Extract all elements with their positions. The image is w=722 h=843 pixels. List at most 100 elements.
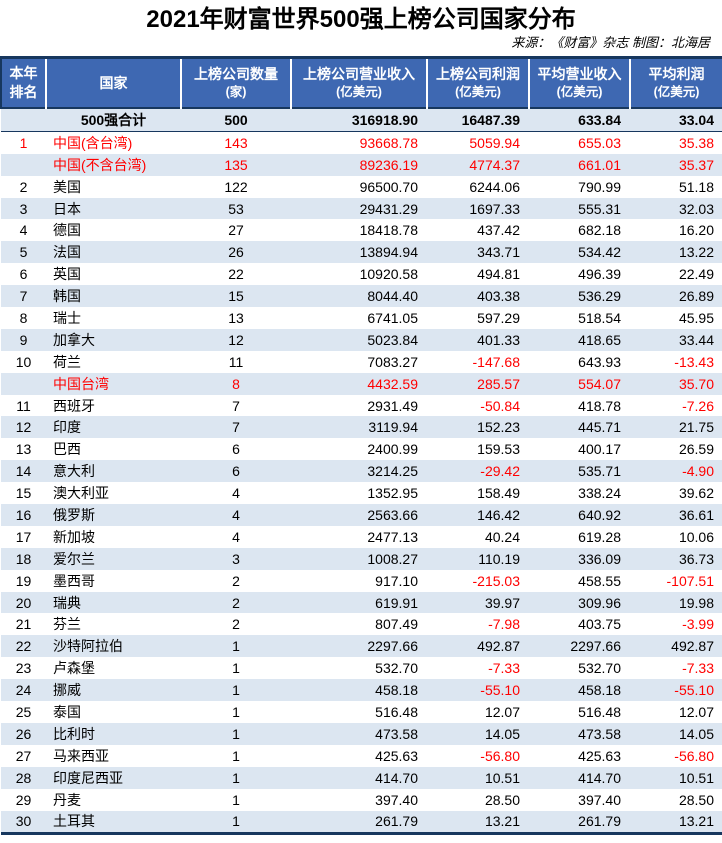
cell-count: 1: [232, 703, 240, 720]
cell-avg-revenue: 425.63: [578, 747, 621, 764]
table-row: 13 巴西 6 2400.99 159.53 400.17 26.59: [1, 438, 722, 460]
header-unit: (亿美元): [653, 85, 700, 99]
negative-value: -50.84: [480, 397, 520, 414]
cell-revenue: 2477.13: [367, 528, 418, 545]
cell-revenue: 414.70: [375, 769, 418, 786]
cell-rank: 18: [15, 550, 32, 567]
cell-count: 11: [228, 353, 244, 370]
cell-profit: -56.80: [427, 745, 529, 767]
table-row: 16 俄罗斯 4 2563.66 146.42 640.92 36.61: [1, 504, 722, 526]
cell-avg-profit: 28.50: [678, 791, 714, 808]
cell-rank: 13: [15, 441, 32, 458]
cell-count: 135: [224, 156, 248, 173]
cell-revenue: 807.49: [375, 616, 418, 633]
negative-value: -29.42: [480, 463, 520, 480]
header-row: 本年 排名 国家 上榜公司数量 (家) 上榜公司营业收入 (亿美元) 上榜公司利润 (亿美元) 平…: [0, 57, 722, 108]
table-row: 3 日本 53 29431.29 1697.33 555.31 32.03: [1, 197, 722, 220]
cell-profit: 152.23: [477, 419, 520, 436]
cell-country: 新加坡: [53, 528, 95, 545]
cell-profit: 39.97: [484, 594, 520, 611]
table-row: 11 西班牙 7 2931.49 -50.84 418.78 -7.26: [1, 395, 722, 417]
cell-rank: 19: [15, 572, 32, 589]
cell-profit: 403.38: [477, 288, 520, 305]
cell-avg-revenue: 518.54: [578, 309, 621, 326]
cell-rank: 26: [15, 725, 32, 742]
header-unit: (亿美元): [455, 85, 501, 99]
cell-profit: 437.42: [477, 222, 520, 239]
cell-country: 英国: [53, 266, 81, 283]
cell-count: 4: [232, 506, 240, 523]
cell-avg-revenue: 640.92: [578, 506, 621, 523]
cell-avg-revenue: 473.58: [578, 725, 621, 742]
cell-profit: 16487.39: [461, 111, 520, 128]
cell-avg-profit: -56.80: [630, 745, 722, 767]
cell-profit: 12.07: [484, 703, 520, 720]
cell-revenue: 516.48: [375, 703, 418, 720]
cell-avg-revenue: 336.09: [578, 550, 621, 567]
cell-country: 西班牙: [53, 397, 95, 414]
cell-profit: 401.33: [477, 331, 520, 348]
cell-avg-revenue: 403.75: [578, 616, 621, 633]
cell-rank: 25: [15, 703, 32, 720]
column-header-7: 平均利润 (亿美元): [629, 57, 722, 108]
cell-avg-profit: 13.22: [678, 244, 714, 261]
negative-value: -55.10: [480, 682, 520, 699]
cell-revenue: 3214.25: [367, 463, 418, 480]
cell-country: 印度尼西亚: [53, 769, 123, 786]
cell-avg-profit: 36.61: [678, 506, 714, 523]
cell-revenue: 261.79: [375, 813, 418, 830]
cell-count: 1: [232, 638, 240, 655]
cell-country: 瑞士: [53, 309, 81, 326]
cell-country: 芬兰: [53, 616, 81, 633]
cell-country: 泰国: [53, 703, 81, 720]
cell-count: 4: [232, 528, 240, 545]
cell-avg-revenue: 535.71: [578, 463, 621, 480]
header-unit: (亿美元): [336, 85, 382, 99]
table-row: 9 加拿大 12 5023.84 401.33 418.65 33.44: [1, 328, 722, 351]
cell-avg-profit: -7.26: [630, 395, 722, 417]
cell-country: 沙特阿拉伯: [53, 638, 123, 655]
cell-avg-revenue: 682.18: [578, 222, 621, 239]
table-row: 22 沙特阿拉伯 1 2297.66 492.87 2297.66 492.87: [1, 635, 722, 658]
cell-country: 中国(不含台湾): [53, 156, 147, 173]
cell-avg-revenue: 643.93: [578, 353, 621, 370]
source-credit: 来源：《财富》杂志 制图：北海居: [511, 35, 710, 50]
cell-country: 日本: [53, 200, 81, 217]
cell-count: 27: [228, 222, 244, 239]
cell-profit: 40.24: [484, 528, 520, 545]
cell-profit: 494.81: [477, 266, 520, 283]
cell-rank: 28: [15, 769, 32, 786]
cell-count: 1: [232, 791, 240, 808]
cell-count: 26: [228, 244, 244, 261]
cell-country: 加拿大: [53, 331, 95, 348]
country-distribution-table: 本年 排名 国家 上榜公司数量 (家) 上榜公司营业收入 (亿美元) 上榜公司利润 (亿美元) 平…: [0, 56, 722, 836]
cell-profit: -147.68: [427, 351, 529, 373]
cell-avg-revenue: 338.24: [578, 485, 621, 502]
cell-rank: 9: [19, 331, 28, 348]
cell-profit: 492.87: [477, 638, 520, 655]
cell-revenue: 7083.27: [367, 353, 418, 370]
table-row: 8 瑞士 13 6741.05 597.29 518.54 45.95: [1, 307, 722, 329]
cell-rank: 27: [15, 747, 32, 764]
cell-count: 1: [232, 725, 240, 742]
cell-avg-profit: 33.04: [678, 111, 714, 128]
table-row: 24 挪威 1 458.18 -55.10 458.18 -55.10: [1, 679, 722, 702]
cell-avg-profit: 26.59: [678, 441, 714, 458]
table-row: 6 英国 22 10920.58 494.81 496.39 22.49: [1, 263, 722, 285]
cell-avg-profit: -55.10: [630, 679, 722, 701]
cell-revenue: 1008.27: [367, 550, 418, 567]
cell-count: 1: [232, 813, 240, 830]
cell-revenue: 619.91: [375, 594, 418, 611]
table-row: 中国(不含台湾) 135 89236.19 4774.37 661.01 35.37: [1, 153, 722, 176]
cell-count: 2: [232, 572, 240, 589]
cell-country: 马来西亚: [53, 747, 109, 764]
cell-avg-revenue: 536.29: [578, 288, 621, 305]
cell-profit: 14.05: [484, 725, 520, 742]
cell-avg-profit: 16.20: [678, 222, 714, 239]
cell-rank: 10: [15, 353, 32, 370]
table-row: 14 意大利 6 3214.25 -29.42 535.71 -4.90: [1, 460, 722, 483]
cell-avg-revenue: 534.42: [578, 244, 621, 261]
negative-value: -13.43: [674, 353, 714, 370]
cell-count: 15: [228, 288, 244, 305]
